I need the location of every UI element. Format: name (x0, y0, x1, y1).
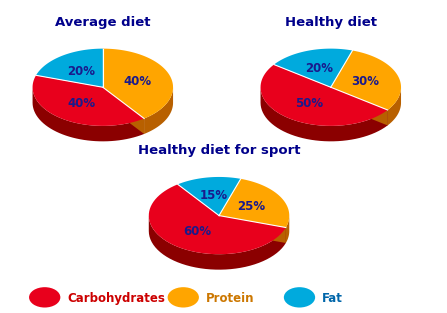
Polygon shape (36, 49, 103, 87)
Polygon shape (103, 87, 144, 134)
Text: Carbohydrates: Carbohydrates (67, 292, 165, 305)
Ellipse shape (284, 287, 315, 307)
Text: 15%: 15% (199, 189, 228, 202)
Polygon shape (219, 216, 286, 243)
Text: 50%: 50% (295, 97, 323, 110)
Polygon shape (219, 179, 289, 228)
Polygon shape (149, 184, 286, 254)
Polygon shape (261, 87, 388, 141)
Text: 20%: 20% (305, 62, 333, 75)
Title: Healthy diet: Healthy diet (285, 16, 377, 29)
Text: Protein: Protein (206, 292, 254, 305)
Polygon shape (286, 216, 289, 243)
Text: 40%: 40% (123, 74, 152, 88)
Text: 40%: 40% (67, 97, 95, 110)
Polygon shape (103, 49, 173, 119)
Text: 60%: 60% (184, 225, 211, 238)
Polygon shape (33, 75, 144, 126)
Polygon shape (261, 64, 388, 126)
Title: Average diet: Average diet (55, 16, 151, 29)
Polygon shape (219, 216, 286, 243)
Polygon shape (178, 177, 241, 216)
Polygon shape (274, 49, 353, 87)
Text: 25%: 25% (237, 200, 266, 213)
Polygon shape (144, 87, 173, 134)
Ellipse shape (168, 287, 199, 307)
Polygon shape (149, 216, 286, 270)
Text: Fat: Fat (322, 292, 343, 305)
Polygon shape (331, 87, 388, 126)
Title: Healthy diet for sport: Healthy diet for sport (138, 144, 300, 157)
Polygon shape (331, 87, 388, 126)
Polygon shape (331, 50, 401, 110)
Polygon shape (388, 87, 401, 126)
Text: 20%: 20% (67, 64, 95, 78)
Ellipse shape (29, 287, 60, 307)
Polygon shape (33, 87, 144, 141)
Polygon shape (103, 87, 144, 134)
Text: 30%: 30% (351, 74, 380, 88)
